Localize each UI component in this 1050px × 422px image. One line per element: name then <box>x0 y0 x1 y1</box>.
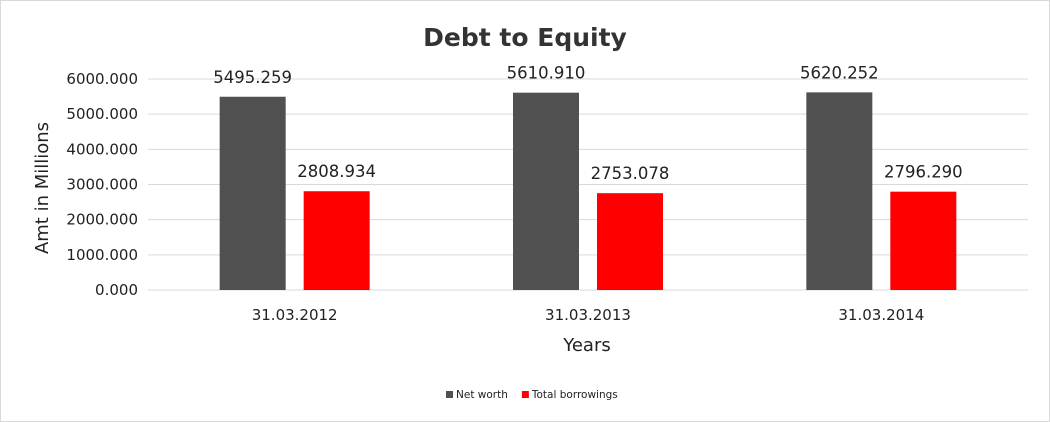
y-tick-label: 6000.000 <box>66 70 138 88</box>
bar-net-worth <box>219 96 286 290</box>
y-axis-title: Amt in Millions <box>32 122 53 254</box>
y-axis-ticks: 0.000 1000.000 2000.000 3000.000 4000.000 500… <box>66 70 138 299</box>
bar-total-borrowings <box>597 193 663 290</box>
gridlines <box>148 78 1028 291</box>
y-tick-label: 5000.000 <box>66 105 138 123</box>
data-label: 5610.910 <box>507 64 586 83</box>
y-tick-label: 2000.000 <box>66 211 138 229</box>
chart-title: Debt to Equity <box>423 23 627 52</box>
bar-net-worth <box>513 92 579 290</box>
x-tick-label: 31.03.2014 <box>838 306 924 324</box>
bar-net-worth <box>806 92 873 291</box>
x-axis-ticks: 31.03.2012 31.03.2013 31.03.2014 <box>252 306 925 324</box>
data-label: 2808.934 <box>297 162 376 181</box>
y-tick-label: 3000.000 <box>66 176 138 194</box>
y-tick-label: 4000.000 <box>66 140 138 158</box>
bar-total-borrowings <box>890 191 957 290</box>
legend-label: Total borrowings <box>531 389 618 401</box>
legend-swatch <box>446 391 453 398</box>
data-label: 2753.078 <box>591 164 670 183</box>
data-labels: 5495.259 2808.934 5610.910 2753.078 5620.252… <box>213 63 962 183</box>
legend: Net worth Total borrowings <box>446 389 618 401</box>
y-tick-label: 0.000 <box>95 281 138 299</box>
data-label: 5495.259 <box>213 68 292 87</box>
bar-total-borrowings <box>303 191 370 290</box>
legend-swatch <box>521 391 529 398</box>
legend-label: Net worth <box>456 389 508 401</box>
x-tick-label: 31.03.2013 <box>545 306 631 324</box>
data-label: 5620.252 <box>800 63 879 82</box>
data-label: 2796.290 <box>884 163 963 182</box>
bars <box>219 92 957 291</box>
y-tick-label: 1000.000 <box>66 246 138 264</box>
x-axis-title: Years <box>562 335 611 356</box>
x-tick-label: 31.03.2012 <box>252 306 338 324</box>
